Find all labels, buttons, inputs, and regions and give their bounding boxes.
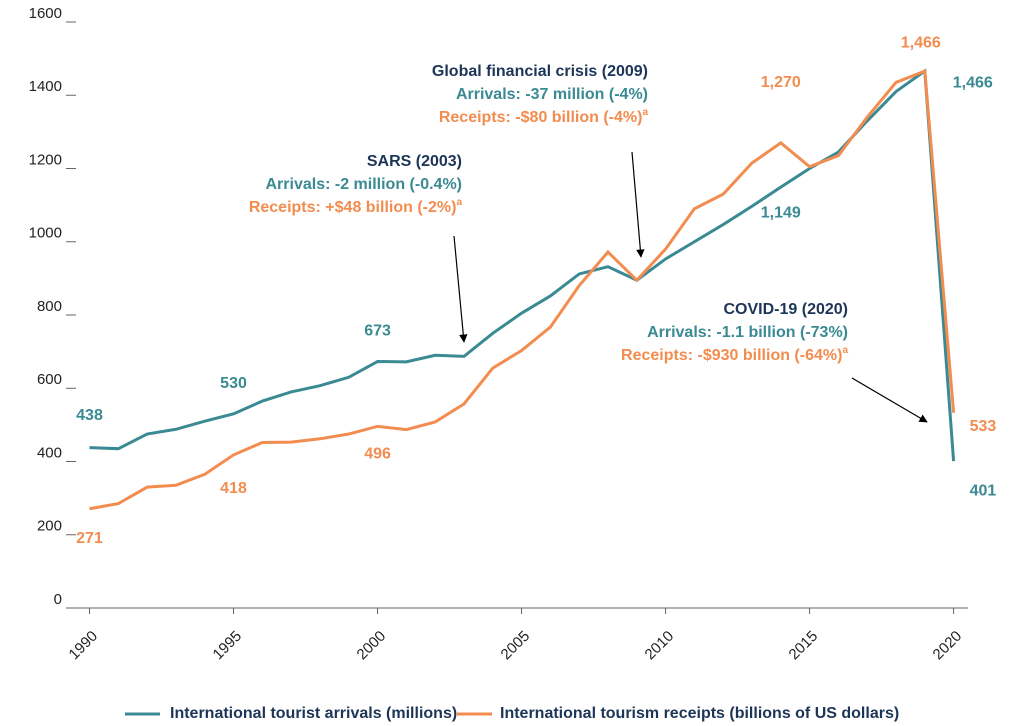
arrow: [453, 235, 468, 343]
arrow: [631, 151, 645, 258]
y-tick-label: 1400: [29, 78, 62, 95]
data-label: 533: [970, 418, 997, 435]
annotation-title: SARS (2003): [367, 153, 462, 170]
y-tick-label: 1000: [29, 225, 62, 242]
annotation-receipts-text: Receipts: +$48 billion (-2%): [249, 199, 457, 216]
x-tick-label: 2000: [354, 628, 390, 664]
data-label: 418: [220, 480, 247, 497]
annotation-title: Global financial crisis (2009): [432, 63, 648, 80]
annotation-note: a: [842, 345, 848, 356]
x-tick-label: 1990: [66, 628, 102, 664]
legend-label: International tourist arrivals (millions…: [170, 705, 457, 722]
y-tick-label: 0: [54, 591, 62, 608]
x-tick-label: 2020: [930, 628, 966, 664]
annotation-title: COVID-19 (2020): [724, 301, 849, 318]
x-tick-label: 2010: [642, 628, 678, 664]
annotation-receipts: Receipts: +$48 billion (-2%)a: [249, 197, 463, 217]
y-tick-label: 400: [37, 444, 62, 461]
annotation-receipts: Receipts: -$80 billion (-4%)a: [439, 107, 649, 127]
data-label: 271: [76, 530, 103, 547]
legend-label: International tourism receipts (billions…: [500, 705, 899, 722]
data-label: 1,466: [953, 74, 993, 91]
series-line: [89, 68, 956, 511]
annotation-note: a: [642, 107, 648, 118]
data-label: 1,270: [761, 74, 801, 91]
y-tick-label: 200: [37, 518, 62, 535]
series-line: [89, 68, 956, 462]
annotation-receipts-text: Receipts: -$80 billion (-4%): [439, 109, 643, 126]
annotation-arrivals: Arrivals: -1.1 billion (-73%): [647, 324, 848, 341]
annotation-receipts-text: Receipts: -$930 billion (-64%): [621, 347, 842, 364]
data-label: 496: [364, 446, 391, 463]
data-label: 673: [364, 323, 391, 340]
annotation-arrivals: Arrivals: -2 million (-0.4%): [266, 176, 463, 193]
y-tick-label: 1600: [29, 5, 62, 22]
x-tick-label: 1995: [210, 628, 246, 664]
annotation-receipts: Receipts: -$930 billion (-64%)a: [621, 345, 848, 365]
data-label: 530: [220, 375, 247, 392]
annotation-arrivals: Arrivals: -37 million (-4%): [456, 86, 648, 103]
y-tick-label: 600: [37, 371, 62, 388]
y-tick-label: 1200: [29, 151, 62, 168]
x-tick-label: 2015: [786, 628, 822, 664]
data-label: 401: [970, 482, 997, 499]
arrow: [851, 377, 928, 423]
annotation-note: a: [456, 197, 462, 208]
data-label: 1,149: [761, 204, 801, 221]
x-tick-label: 2005: [498, 628, 534, 664]
data-label: 1,466: [901, 34, 941, 51]
data-label: 438: [76, 407, 103, 424]
y-tick-label: 800: [37, 298, 62, 315]
